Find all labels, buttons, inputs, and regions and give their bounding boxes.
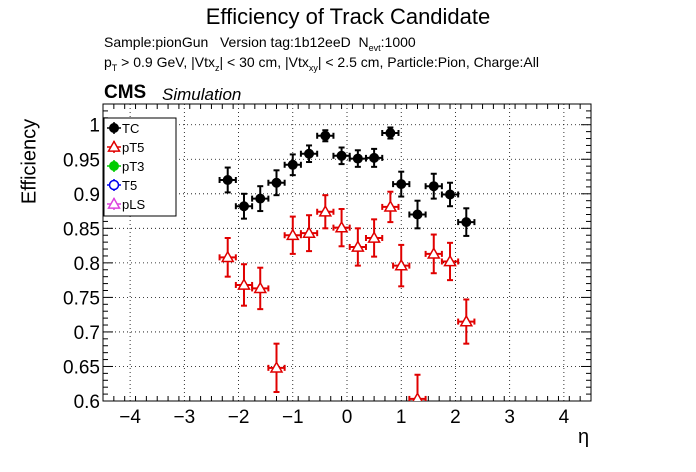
chart-title: Efficiency of Track Candidate — [205, 4, 491, 29]
y-tick-label: 0.65 — [63, 357, 100, 378]
plot-frame — [102, 103, 592, 402]
sample-label: Sample:pionGun — [104, 34, 209, 50]
pt5-point — [443, 254, 457, 267]
tc-point — [304, 148, 315, 159]
tc-point — [287, 159, 298, 170]
x-tick-label: −3 — [173, 407, 195, 428]
tc-point — [336, 150, 347, 161]
tc-point — [255, 193, 266, 204]
legend-label-tc: TC — [122, 121, 139, 136]
x-tick-label: 0 — [342, 407, 353, 428]
y-tick-label: 0.85 — [63, 219, 100, 240]
x-tick-label: 4 — [559, 407, 570, 428]
vtx-mid: | < 30 cm, |Vtx — [219, 54, 309, 70]
x-axis-label: η — [578, 426, 590, 448]
pt5-point — [394, 258, 409, 271]
legend-marker-pls — [107, 196, 121, 209]
legend-marker-pt5 — [107, 139, 121, 152]
pt5-point — [367, 230, 381, 243]
tc-point — [320, 130, 331, 141]
y-tick-label: 0.9 — [74, 185, 100, 206]
pt5-point — [318, 204, 333, 217]
simulation-label: Simulation — [162, 85, 242, 104]
x-tick-label: 1 — [396, 407, 407, 428]
legend-marker-t5 — [108, 179, 120, 191]
version-label: Version tag:1b12eeD — [219, 34, 351, 50]
tc-point — [238, 201, 249, 212]
legend-label-pt3: pT3 — [122, 159, 144, 174]
pt-cut: > 0.9 GeV, |Vtx — [117, 54, 215, 70]
tc-point — [412, 209, 423, 220]
pt5-point — [253, 281, 268, 294]
x-tick-label: −1 — [282, 407, 304, 428]
tc-point — [352, 153, 363, 164]
pt5-point — [383, 199, 398, 212]
legend-label-pt5: pT5 — [122, 140, 144, 155]
pt5-point — [459, 314, 474, 327]
tc-point — [396, 179, 407, 190]
tc-point — [369, 152, 380, 163]
legend-marker-tc — [109, 123, 119, 133]
legend-label-pls: pLS — [122, 197, 145, 212]
tc-point — [385, 128, 396, 139]
vtxz-sub: z — [214, 62, 220, 73]
subtitle-line-1: Sample:pionGun Version tag:1b12eeD Nevt:… — [104, 34, 416, 53]
y-tick-label: 0.8 — [74, 254, 100, 275]
y-tick-label: 0.6 — [74, 392, 100, 413]
pt5-point — [237, 277, 251, 290]
y-tick-label: 0.7 — [74, 323, 100, 344]
nevt-sub: evt — [368, 42, 381, 53]
pt5-point — [285, 228, 300, 241]
pt5-point — [220, 250, 235, 263]
vtxxy-sub: xy — [308, 62, 318, 73]
x-tick-label: 3 — [504, 407, 515, 428]
x-tick-label: −2 — [228, 407, 250, 428]
pt5-point — [302, 226, 316, 239]
pt-label: p — [104, 54, 112, 70]
tc-point — [271, 177, 282, 188]
cut-end: | < 2.5 cm, Particle:Pion, Charge:All — [317, 54, 539, 70]
tc-point — [222, 174, 233, 185]
nevt-value: :1000 — [380, 34, 416, 50]
nevt-label: N — [358, 34, 369, 50]
y-tick-label: 1 — [89, 116, 100, 137]
pt5-point — [426, 246, 441, 259]
pt5-point — [351, 239, 365, 252]
pt5-point — [269, 360, 284, 373]
pt5-point — [334, 220, 349, 233]
tc-point — [428, 181, 439, 192]
data-layer — [218, 126, 476, 401]
subtitle-line-2: pT > 0.9 GeV, |Vtxz| < 30 cm, |Vtxxy| < … — [104, 54, 539, 73]
tc-point — [461, 217, 472, 228]
pt-sub: T — [111, 62, 118, 73]
tc-point — [445, 189, 456, 200]
cms-label: CMS — [104, 82, 147, 103]
legend-label-t5: T5 — [122, 178, 137, 193]
legend-marker-pt3 — [109, 161, 119, 171]
y-tick-label: 0.75 — [63, 288, 100, 309]
x-tick-label: −4 — [119, 407, 141, 428]
pt5-point — [412, 391, 423, 401]
y-tick-label: 0.95 — [63, 150, 100, 171]
x-tick-label: 2 — [450, 407, 461, 428]
